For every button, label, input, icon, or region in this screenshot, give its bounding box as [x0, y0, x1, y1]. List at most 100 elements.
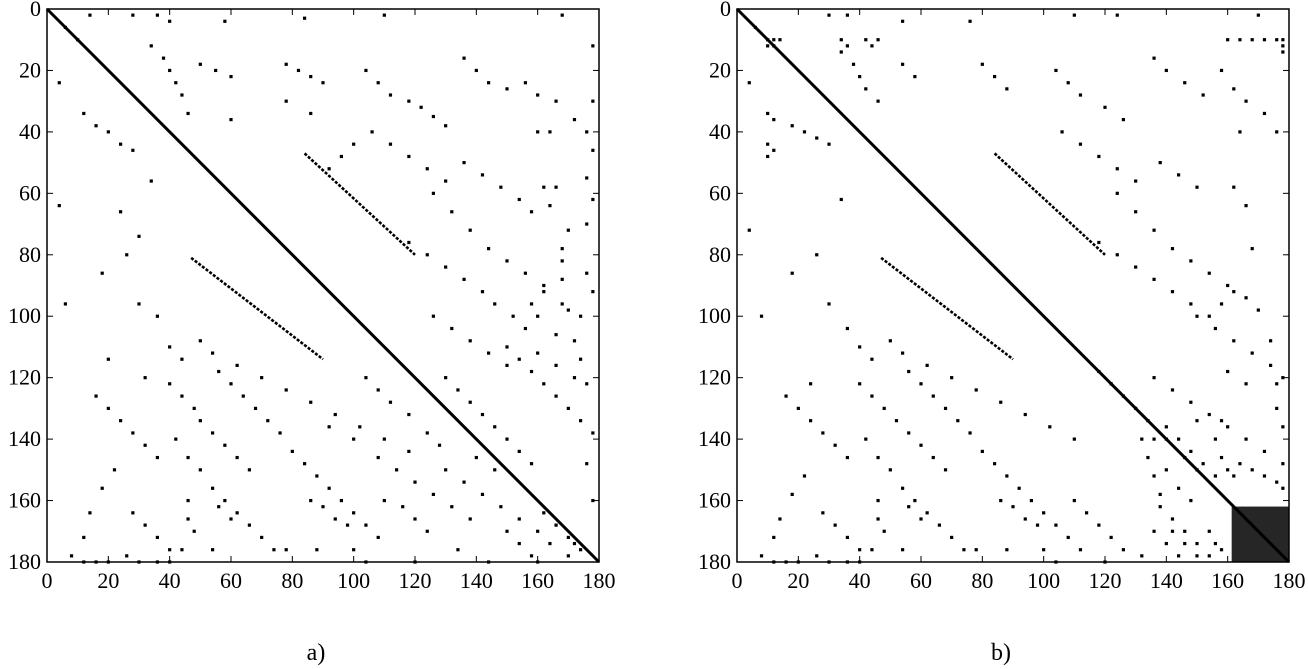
nonzero-point [1250, 351, 1254, 355]
y-tick-label: 120 [698, 365, 731, 390]
nonzero-point [1158, 161, 1162, 165]
nonzero-point [431, 314, 435, 318]
nonzero-point [974, 388, 978, 392]
nonzero-point [82, 111, 86, 116]
nonzero-point [1164, 541, 1168, 546]
nonzero-point [407, 449, 411, 453]
nonzero-point [845, 535, 849, 540]
x-tick-label: 160 [521, 568, 554, 593]
nonzero-point [69, 554, 74, 558]
nonzero-point [980, 449, 984, 453]
nonzero-point [968, 19, 972, 23]
nonzero-point [474, 68, 478, 73]
nonzero-point [278, 431, 282, 435]
nonzero-point [63, 302, 67, 306]
nonzero-point [864, 437, 868, 441]
nonzero-point [511, 314, 515, 318]
nonzero-point [572, 118, 577, 122]
nonzero-point [1189, 259, 1193, 263]
nonzero-point [858, 548, 862, 552]
x-tick-label: 140 [460, 568, 493, 593]
nonzero-point [999, 498, 1003, 503]
nonzero-point [450, 326, 454, 331]
nonzero-point [1281, 44, 1285, 48]
nonzero-point [155, 314, 159, 318]
nonzero-point [303, 16, 307, 20]
nonzero-point [247, 523, 251, 527]
nonzero-point [119, 419, 123, 423]
nonzero-point [407, 154, 411, 159]
nonzero-point [333, 517, 337, 521]
nonzero-point [845, 44, 849, 48]
y-tick-label: 0 [30, 0, 41, 21]
nonzero-point [352, 511, 356, 515]
nonzero-point [1281, 462, 1285, 466]
nonzero-point [523, 326, 527, 331]
nonzero-point [192, 406, 196, 410]
nonzero-point [536, 314, 540, 318]
nonzero-point [925, 363, 929, 367]
nonzero-point [591, 197, 595, 202]
nonzero-point [919, 443, 923, 447]
nonzero-point [542, 283, 546, 288]
nonzero-point [585, 130, 589, 134]
nonzero-point [229, 74, 233, 79]
nonzero-point [290, 449, 294, 453]
nonzero-point [364, 68, 368, 73]
nonzero-point [1177, 173, 1181, 177]
nonzero-point [845, 13, 849, 17]
nonzero-point [962, 548, 966, 552]
y-tick-label: 20 [709, 57, 731, 82]
nonzero-point [119, 142, 123, 146]
nonzero-point [462, 56, 466, 60]
nonzero-point [1158, 505, 1162, 509]
nonzero-point [579, 548, 583, 552]
nonzero-point [827, 560, 831, 564]
x-tick-label: 100 [1027, 568, 1060, 593]
nonzero-point [585, 176, 589, 180]
nonzero-point [450, 505, 454, 509]
nonzero-point [1121, 394, 1125, 398]
nonzero-point [523, 271, 527, 275]
nonzero-point [1152, 474, 1156, 478]
nonzero-point [493, 425, 497, 429]
nonzero-point [1281, 50, 1285, 54]
nonzero-point [772, 560, 776, 564]
nonzero-point [1005, 474, 1009, 478]
nonzero-point [759, 314, 764, 318]
nonzero-point [1183, 529, 1187, 533]
nonzero-point [462, 480, 466, 484]
main-diagonal [45, 7, 601, 564]
nonzero-point [480, 290, 485, 294]
nonzero-point [247, 468, 251, 472]
nonzero-point [1281, 376, 1285, 380]
nonzero-point [1213, 326, 1217, 331]
x-tick-label: 100 [337, 568, 370, 593]
nonzero-point [253, 406, 258, 410]
nonzero-point [413, 517, 417, 521]
nonzero-point [1170, 517, 1175, 521]
nonzero-point [980, 62, 984, 66]
nonzero-point [802, 474, 807, 478]
nonzero-point [839, 38, 843, 42]
nonzero-point [1219, 68, 1224, 73]
nonzero-point [784, 394, 788, 398]
nonzero-point [572, 376, 577, 380]
nonzero-point [131, 13, 135, 17]
nonzero-point [536, 130, 540, 134]
nonzero-point [1207, 271, 1211, 275]
nonzero-point [1029, 498, 1033, 503]
nonzero-point [223, 19, 227, 23]
nonzero-point [1244, 296, 1248, 300]
nonzero-point [321, 505, 325, 509]
nonzero-point [499, 505, 503, 509]
nonzero-point [809, 419, 813, 423]
nonzero-point [198, 339, 202, 343]
nonzero-point [1250, 247, 1254, 251]
nonzero-point [772, 148, 776, 152]
nonzero-point [790, 492, 794, 497]
nonzero-point [833, 523, 837, 527]
nonzero-point [155, 560, 159, 564]
nonzero-point [1115, 167, 1119, 171]
nonzero-point [364, 523, 368, 527]
